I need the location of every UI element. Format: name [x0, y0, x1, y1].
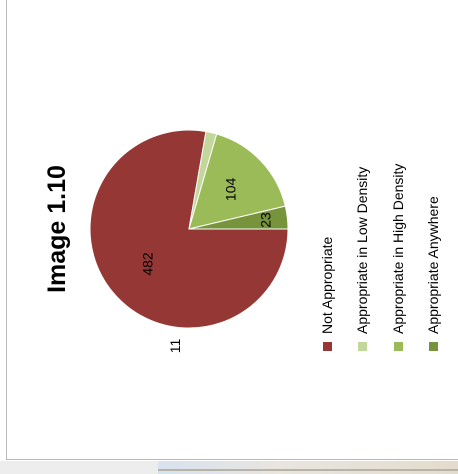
- legend: Not Appropriate Appropriate in Low Densit…: [319, 164, 441, 351]
- data-label-1: 11: [167, 339, 183, 354]
- bottom-strip-right: [158, 461, 458, 474]
- bottom-strip-line: [158, 469, 458, 471]
- legend-label-1: Appropriate in Low Density: [354, 167, 370, 334]
- legend-swatch-0: [323, 342, 332, 351]
- legend-item-1: Appropriate in Low Density: [354, 167, 370, 351]
- chart-title: Image 1.10: [43, 165, 71, 293]
- legend-label-2: Appropriate in High Density: [390, 164, 406, 334]
- data-label-2: 104: [223, 178, 239, 202]
- bottom-strip: [0, 461, 458, 474]
- legend-swatch-3: [429, 342, 438, 351]
- chart-frame: [6, 0, 458, 460]
- pie-slices: [89, 129, 289, 329]
- bottom-strip-left: [0, 461, 158, 474]
- pie-data-labels: 482 11 104 23: [139, 178, 273, 354]
- legend-item-0: Not Appropriate: [319, 237, 335, 351]
- legend-swatch-2: [394, 342, 403, 351]
- legend-item-3: Appropriate Anywhere: [425, 196, 441, 351]
- legend-label-0: Not Appropriate: [319, 237, 335, 334]
- pie-slice-2: [188, 133, 286, 230]
- pie-slice-3: [188, 205, 289, 230]
- pie-chart: Image 1.10 482 11 104 23 Not Appropriate App…: [43, 129, 441, 354]
- legend-item-2: Appropriate in High Density: [390, 164, 406, 351]
- data-label-3: 23: [258, 212, 274, 228]
- legend-label-3: Appropriate Anywhere: [425, 196, 441, 334]
- legend-swatch-1: [358, 342, 367, 351]
- data-label-0: 482: [139, 252, 155, 276]
